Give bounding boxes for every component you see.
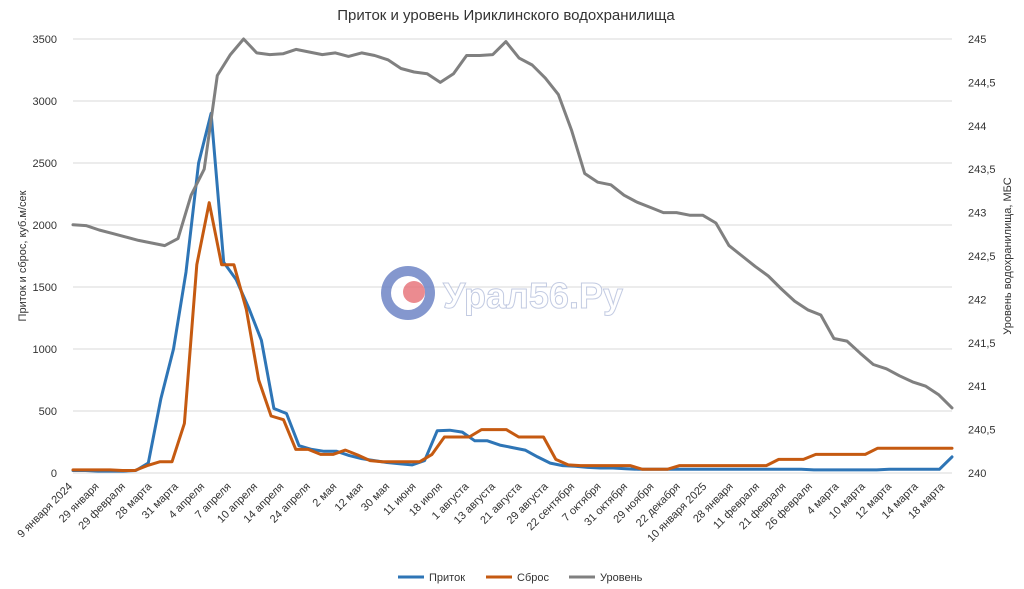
right-tick-label: 243,5	[968, 164, 996, 176]
right-axis-title: Уровень водохранилища, МБС	[1002, 177, 1014, 334]
left-tick-label: 500	[39, 406, 57, 418]
left-tick-label: 2000	[33, 220, 57, 232]
right-tick-label: 242	[968, 294, 986, 306]
right-tick-label: 241	[968, 381, 986, 393]
left-axis-title: Приток и сброс, куб.м/сек	[17, 190, 29, 321]
right-axis-ticks: 240 240,5 241 241,5 242 242,5 243 243,5 244 244,5…	[968, 34, 996, 480]
watermark-text: Урал56.Ру	[443, 275, 623, 316]
series-line-Приток	[71, 111, 954, 473]
left-tick-label: 3500	[33, 34, 57, 46]
left-tick-label: 1500	[33, 282, 57, 294]
right-tick-label: 245	[968, 34, 986, 46]
legend-label: Приток	[429, 572, 465, 584]
right-tick-label: 240,5	[968, 425, 996, 437]
right-tick-label: 244	[968, 121, 986, 133]
left-tick-label: 1000	[33, 344, 57, 356]
legend: Приток Сброс Уровень	[398, 572, 643, 584]
right-tick-label: 241,5	[968, 338, 996, 350]
series-lines	[71, 37, 954, 473]
right-tick-label: 240	[968, 468, 986, 480]
x-tick-label: 12 мая	[333, 481, 366, 514]
series-line-Сброс	[71, 201, 954, 472]
left-tick-label: 2500	[33, 158, 57, 170]
left-tick-label: 0	[51, 468, 57, 480]
left-axis-ticks: 0 500 1000 1500 2000 2500 3000 3500	[33, 34, 57, 480]
legend-label: Сброс	[517, 572, 549, 584]
right-tick-label: 242,5	[968, 251, 996, 263]
watermark-dot	[403, 281, 425, 303]
chart-title: Приток и уровень Ириклинского водохранил…	[337, 7, 675, 24]
legend-label: Уровень	[600, 572, 643, 584]
series-line-Уровень	[71, 37, 954, 410]
right-tick-label: 244,5	[968, 77, 996, 89]
left-tick-label: 3000	[33, 96, 57, 108]
grid	[73, 38, 952, 474]
right-tick-label: 243	[968, 208, 986, 220]
watermark: Урал56.Ру	[381, 266, 623, 320]
